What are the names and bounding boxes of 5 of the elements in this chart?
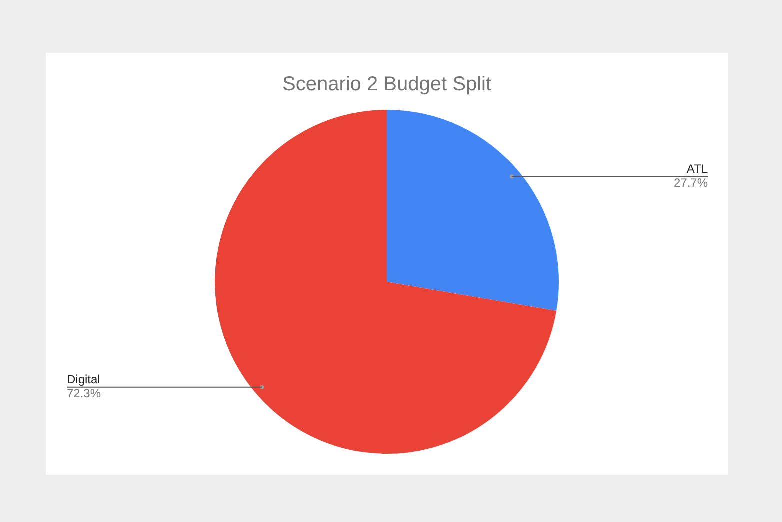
- slice-label: ATL: [686, 162, 708, 176]
- data-label: 72.3%: [67, 386, 102, 401]
- slice-label: Digital: [67, 372, 100, 387]
- chart-title: Scenario 2 Budget Split: [282, 74, 492, 96]
- data-label: 27.7%: [674, 176, 708, 190]
